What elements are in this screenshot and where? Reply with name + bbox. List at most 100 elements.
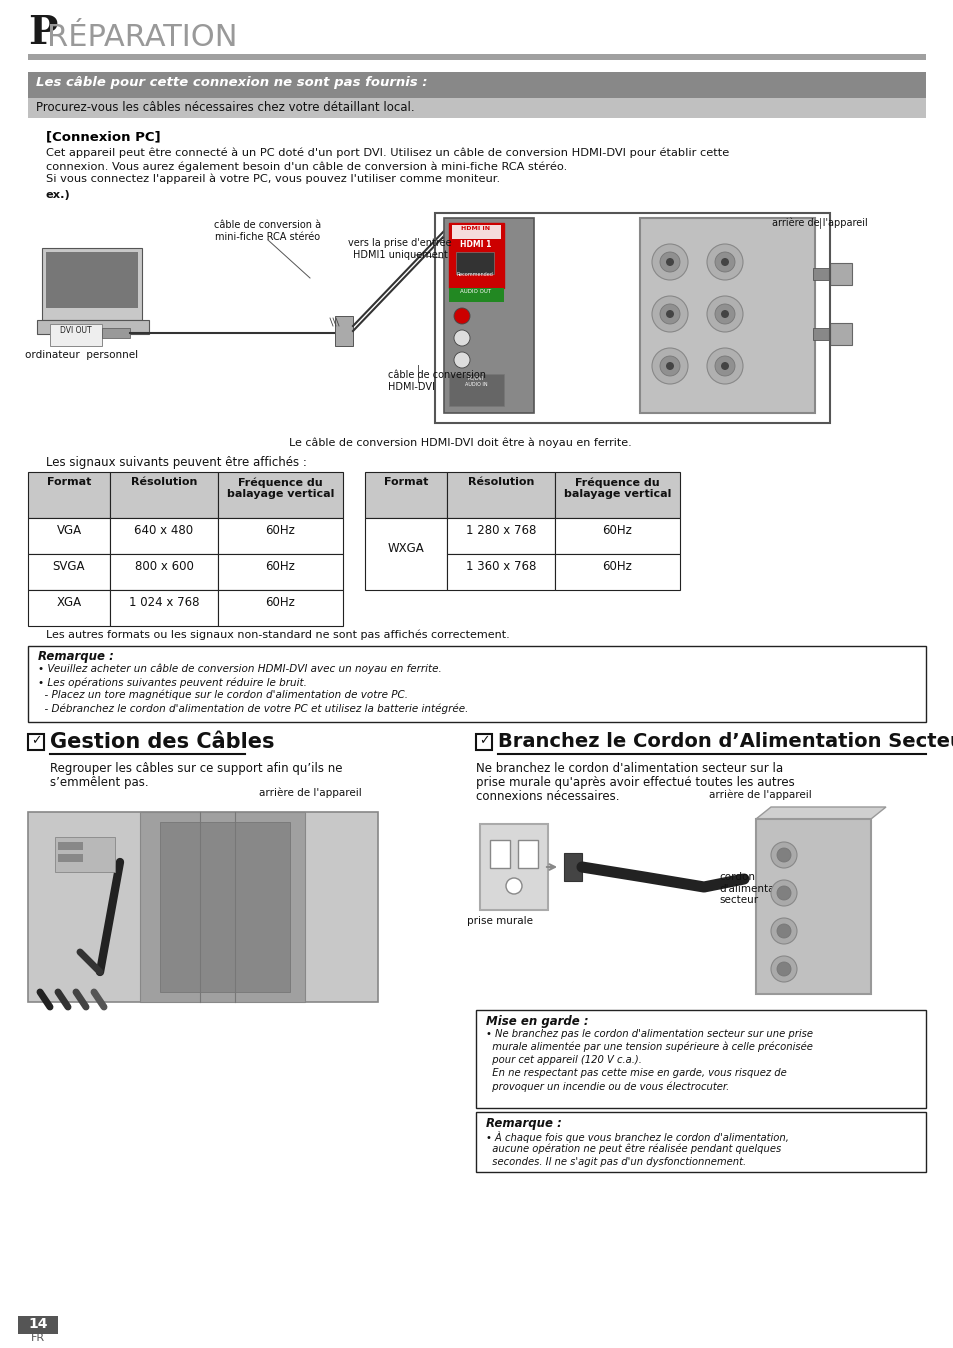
- Text: 60Hz: 60Hz: [602, 524, 632, 538]
- Text: 800 x 600: 800 x 600: [134, 561, 193, 573]
- Text: 14: 14: [29, 1317, 48, 1330]
- Circle shape: [651, 297, 687, 332]
- Circle shape: [651, 348, 687, 384]
- Text: secondes. Il ne s'agit pas d'un dysfonctionnement.: secondes. Il ne s'agit pas d'un dysfonct…: [485, 1157, 745, 1167]
- Bar: [476, 735, 492, 749]
- Text: Ne branchez le cordon d'alimentation secteur sur la: Ne branchez le cordon d'alimentation sec…: [476, 762, 782, 775]
- Text: 640 x 480: 640 x 480: [134, 524, 193, 538]
- Circle shape: [659, 356, 679, 376]
- Bar: [58, 855, 83, 861]
- Text: WXGA: WXGA: [387, 542, 424, 555]
- Text: prise murale: prise murale: [467, 917, 533, 926]
- Text: cordon
d'alimentation
secteur: cordon d'alimentation secteur: [719, 872, 794, 906]
- Text: murale alimentée par une tension supérieure à celle préconisée: murale alimentée par une tension supérie…: [485, 1042, 812, 1053]
- Bar: [28, 518, 110, 554]
- Text: Les autres formats ou les signaux non-standard ne sont pas affichés correctement: Les autres formats ou les signaux non-st…: [46, 630, 509, 640]
- Text: Les câble pour cette connexion ne sont pas fournis :: Les câble pour cette connexion ne sont p…: [36, 75, 427, 89]
- Bar: [46, 252, 138, 307]
- Circle shape: [770, 956, 796, 981]
- Circle shape: [776, 923, 790, 938]
- Text: - Débranchez le cordon d'alimentation de votre PC et utilisez la batterie intégr: - Débranchez le cordon d'alimentation de…: [38, 704, 468, 713]
- Circle shape: [720, 257, 728, 266]
- Text: 1 024 x 768: 1 024 x 768: [129, 597, 199, 609]
- Text: XGA: XGA: [56, 597, 81, 609]
- Bar: [435, 213, 829, 423]
- Bar: [218, 590, 343, 625]
- Text: P: P: [28, 13, 57, 53]
- Circle shape: [770, 842, 796, 868]
- Circle shape: [659, 305, 679, 324]
- Text: 60Hz: 60Hz: [602, 561, 632, 573]
- Text: câble de conversion
HDMI-DVI: câble de conversion HDMI-DVI: [388, 369, 485, 392]
- Bar: [42, 248, 142, 319]
- Circle shape: [714, 252, 734, 272]
- Bar: [476, 1010, 925, 1108]
- Text: DVI OUT: DVI OUT: [60, 326, 91, 336]
- Text: Format: Format: [383, 477, 428, 487]
- Bar: [449, 288, 503, 302]
- Circle shape: [714, 356, 734, 376]
- Text: Remarque :: Remarque :: [485, 1117, 561, 1130]
- Circle shape: [665, 310, 673, 318]
- Text: 60Hz: 60Hz: [265, 597, 295, 609]
- Bar: [218, 518, 343, 554]
- Bar: [452, 225, 500, 239]
- Text: Cet appareil peut être connecté à un PC doté d'un port DVI. Utilisez un câble de: Cet appareil peut être connecté à un PC …: [46, 148, 728, 159]
- Bar: [37, 319, 149, 334]
- Text: FR: FR: [30, 1333, 45, 1343]
- Bar: [50, 324, 102, 346]
- Text: ✓: ✓: [30, 735, 41, 747]
- Bar: [28, 71, 925, 98]
- Circle shape: [454, 307, 470, 324]
- Bar: [447, 518, 555, 554]
- Bar: [55, 837, 115, 872]
- Text: arrière de l'appareil: arrière de l'appareil: [771, 218, 867, 229]
- Text: câble de conversion à
mini-fiche RCA stéréo: câble de conversion à mini-fiche RCA sté…: [214, 220, 321, 241]
- Bar: [443, 218, 534, 412]
- Bar: [102, 328, 130, 338]
- Bar: [335, 315, 353, 346]
- Text: Fréquence du
balayage vertical: Fréquence du balayage vertical: [227, 477, 334, 499]
- Circle shape: [665, 257, 673, 266]
- Text: Les signaux suivants peuvent être affichés :: Les signaux suivants peuvent être affich…: [46, 456, 307, 469]
- Bar: [18, 1316, 58, 1335]
- Polygon shape: [755, 807, 885, 820]
- Text: Regrouper les câbles sur ce support afin qu’ils ne: Regrouper les câbles sur ce support afin…: [50, 762, 342, 775]
- Circle shape: [706, 297, 742, 332]
- Bar: [28, 98, 925, 119]
- Text: SVGA: SVGA: [52, 561, 85, 573]
- Text: Mise en garde :: Mise en garde :: [485, 1015, 588, 1029]
- Text: aucune opération ne peut être réalisée pendant quelques: aucune opération ne peut être réalisée p…: [485, 1144, 781, 1154]
- Text: PC/DVI
AUDIO IN: PC/DVI AUDIO IN: [464, 376, 487, 387]
- Bar: [28, 735, 44, 749]
- Text: ex.): ex.): [46, 190, 71, 200]
- Text: Procurez-vous les câbles nécessaires chez votre détaillant local.: Procurez-vous les câbles nécessaires che…: [36, 101, 415, 115]
- Circle shape: [714, 305, 734, 324]
- Text: - Placez un tore magnétique sur le cordon d'alimentation de votre PC.: - Placez un tore magnétique sur le cordo…: [38, 690, 408, 701]
- Text: Recommended: Recommended: [456, 272, 493, 276]
- Text: Remarque :: Remarque :: [38, 650, 113, 663]
- Circle shape: [454, 352, 470, 368]
- Text: 60Hz: 60Hz: [265, 524, 295, 538]
- Bar: [28, 590, 110, 625]
- Text: arrière de l'appareil: arrière de l'appareil: [708, 790, 810, 801]
- Text: ordinateur  personnel: ordinateur personnel: [26, 350, 138, 360]
- Circle shape: [454, 330, 470, 346]
- Bar: [639, 218, 814, 412]
- Bar: [28, 811, 377, 1002]
- Bar: [28, 472, 110, 518]
- Text: • À chaque fois que vous branchez le cordon d'alimentation,: • À chaque fois que vous branchez le cor…: [485, 1131, 788, 1143]
- Bar: [563, 853, 581, 882]
- Text: s’emmêlent pas.: s’emmêlent pas.: [50, 776, 149, 789]
- Text: connexion. Vous aurez également besoin d'un câble de conversion à mini-fiche RCA: connexion. Vous aurez également besoin d…: [46, 160, 567, 171]
- Bar: [447, 472, 555, 518]
- Bar: [449, 373, 503, 406]
- Bar: [110, 472, 218, 518]
- Text: HDMI 1: HDMI 1: [460, 240, 491, 249]
- Text: VGA: VGA: [56, 524, 81, 538]
- Text: prise murale qu'après avoir effectué toutes les autres: prise murale qu'après avoir effectué tou…: [476, 776, 794, 789]
- Bar: [555, 518, 679, 554]
- Circle shape: [776, 848, 790, 861]
- Bar: [160, 822, 290, 992]
- Bar: [110, 554, 218, 590]
